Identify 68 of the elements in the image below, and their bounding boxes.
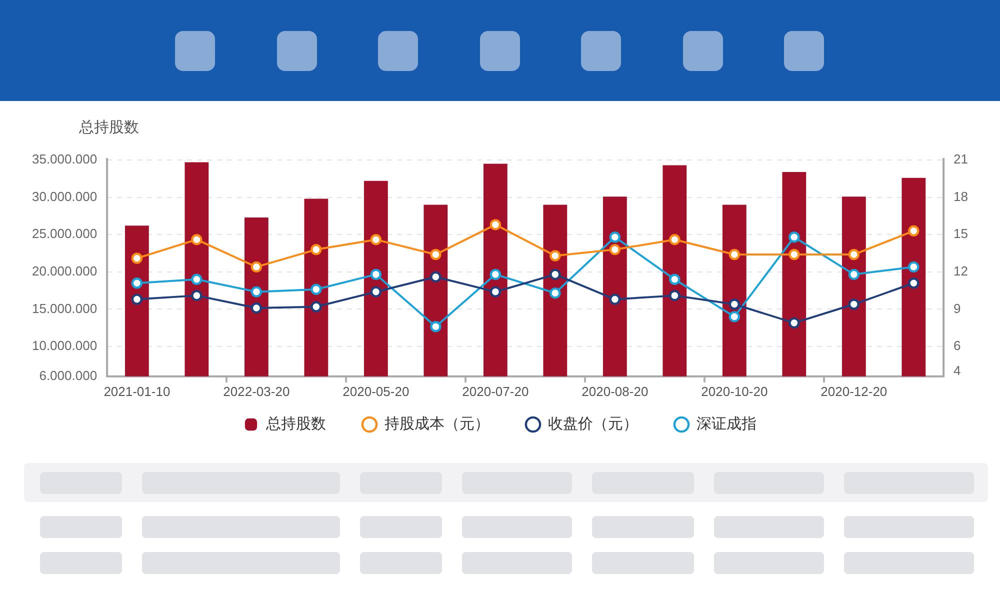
point (669, 274, 680, 285)
y-tick-label: 25.000.000 (32, 226, 98, 242)
point (788, 232, 800, 243)
point (191, 274, 202, 285)
point (669, 234, 680, 246)
point (131, 294, 143, 305)
point (550, 268, 561, 280)
y-tick-label: 6.000.000 (39, 368, 98, 383)
point (430, 321, 442, 332)
y2-tick-label: 4 (954, 363, 961, 378)
point (310, 301, 322, 312)
legend-label: 总持股数 (265, 416, 326, 433)
y2-tick-label: 21 (954, 152, 968, 167)
point (250, 261, 262, 273)
point (430, 271, 442, 283)
point (848, 268, 860, 280)
x-tick-label: 2020-07-20 (462, 384, 529, 399)
point (131, 252, 143, 264)
point (370, 234, 382, 246)
point (609, 294, 621, 305)
x-tick-label: 2020-12-20 (820, 384, 888, 399)
y-tick-label: 35.000.000 (32, 152, 98, 167)
y2-tick-label: 15 (954, 226, 968, 242)
point (310, 244, 322, 256)
y-tick-label: 10.000.000 (32, 338, 98, 354)
point (191, 290, 202, 302)
point (370, 268, 382, 280)
y2-tick-label: 6 (954, 338, 961, 354)
x-tick-label: 2020-10-20 (701, 384, 768, 399)
point (550, 250, 561, 262)
y2-tick-label: 9 (954, 300, 961, 316)
point (490, 219, 502, 230)
point (848, 248, 860, 260)
point (848, 298, 860, 310)
point (788, 248, 800, 260)
point (908, 278, 920, 289)
y2-tick-label: 18 (954, 188, 968, 204)
point (669, 290, 680, 302)
point (250, 286, 262, 298)
point (728, 298, 740, 310)
x-tick-label: 2022-03-20 (223, 384, 290, 399)
legend-label: 深证成指 (696, 416, 756, 433)
point (370, 286, 382, 298)
point (430, 248, 442, 260)
point (788, 317, 800, 329)
point (609, 232, 621, 243)
y-tick-label: 30.000.000 (32, 188, 98, 204)
point (908, 225, 920, 236)
y-tick-label: 20.000.000 (32, 264, 98, 279)
y-axis-title: 总持股数 (79, 118, 139, 137)
point (131, 278, 143, 289)
point (191, 234, 202, 246)
point (310, 284, 322, 295)
point (728, 311, 740, 322)
x-tick-label: 2021-01-10 (104, 384, 170, 399)
point (550, 287, 561, 299)
point (490, 268, 502, 280)
legend-label: 持股成本（元） (384, 416, 490, 433)
x-tick-label: 2020-05-20 (342, 384, 410, 399)
y-tick-label: 15.000.000 (32, 300, 98, 316)
point (728, 248, 740, 260)
point (250, 302, 262, 314)
x-tick-label: 2020-08-20 (582, 384, 648, 399)
point (908, 261, 920, 273)
point (609, 244, 621, 256)
point (490, 286, 502, 298)
legend-label: 收盘价（元） (548, 416, 638, 433)
y2-tick-label: 12 (954, 264, 968, 279)
